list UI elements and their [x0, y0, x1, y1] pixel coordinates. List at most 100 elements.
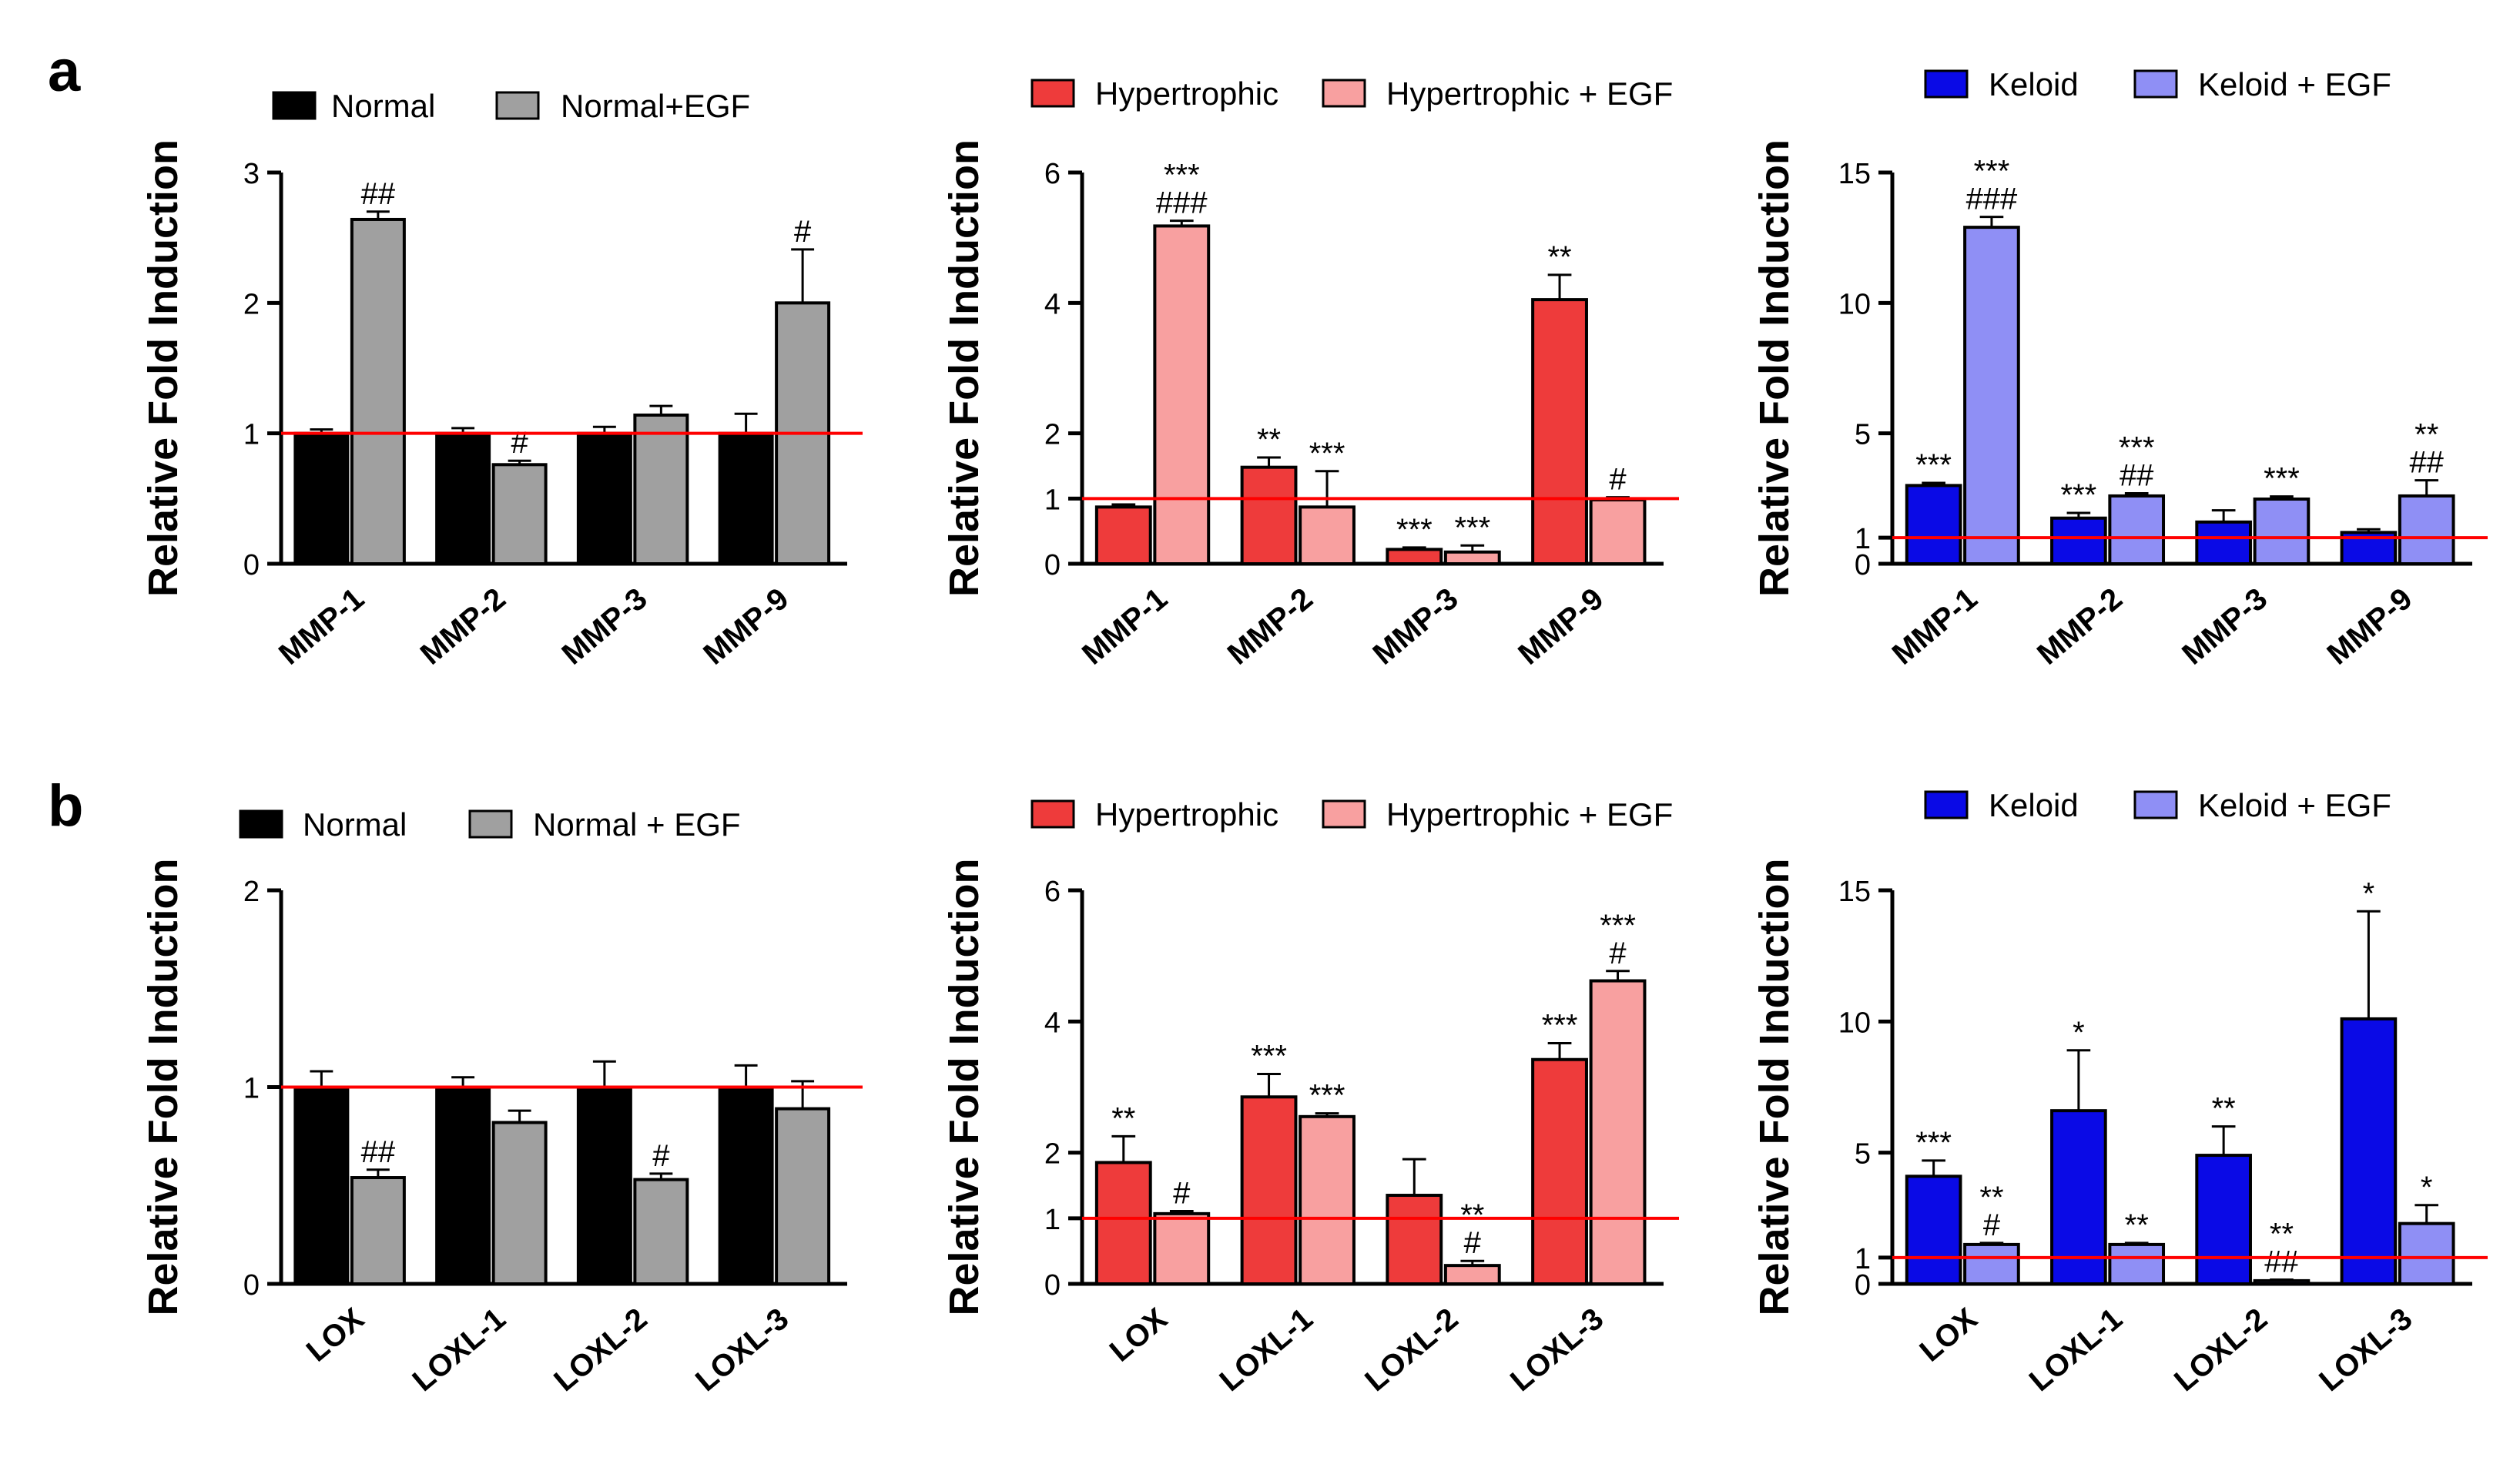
significance-label: *	[2421, 1171, 2433, 1205]
significance-label: **	[1547, 240, 1571, 274]
legend-label: Hypertrophic	[1095, 796, 1278, 833]
legend-label: Normal	[303, 806, 407, 843]
bar	[2253, 1278, 2311, 1285]
bar	[2108, 494, 2166, 565]
y-tick-label: 1	[243, 419, 260, 451]
y-tick-label: 0	[243, 1269, 260, 1302]
y-tick-label: 0	[243, 549, 260, 581]
significance-label: ###	[1966, 183, 2018, 216]
legend-swatch	[495, 91, 540, 120]
y-axis-title: Relative Fold Induction	[941, 139, 987, 597]
significance-label: ***	[1309, 437, 1345, 471]
chart-a-keloid: Relative Fold Induction 0151015******###M…	[1751, 66, 2488, 672]
bar	[1299, 505, 1356, 566]
significance-label: ***	[1915, 1126, 1952, 1160]
significance-label: ***	[1251, 1039, 1287, 1073]
bar	[2253, 498, 2311, 566]
significance-label: ***	[1600, 909, 1636, 943]
bar	[1094, 505, 1152, 566]
bar	[435, 1085, 491, 1285]
legend-label: Hypertrophic + EGF	[1386, 796, 1673, 833]
x-tick-label: MMP-9	[1512, 581, 1610, 672]
chart-a-normal: Relative Fold Induction 0 1 2 3 ## MMP-1 # MMP-2…	[140, 88, 863, 672]
significance-label: #	[1173, 1176, 1191, 1210]
significance-label: *	[2363, 876, 2375, 910]
x-tick-label: MMP-1	[1886, 581, 1984, 672]
legend-swatch	[1924, 69, 1969, 99]
legend-swatch	[1924, 790, 1969, 819]
significance-label: #	[1609, 463, 1627, 497]
bar	[491, 1121, 548, 1285]
bar	[633, 413, 689, 566]
bar	[1386, 1194, 1443, 1286]
y-axis-title: Relative Fold Induction	[140, 139, 186, 597]
bar	[1589, 979, 1647, 1286]
bar	[2398, 1221, 2455, 1285]
bar	[1299, 1114, 1356, 1285]
x-tick-label: MMP-9	[2321, 581, 2418, 672]
y-tick-label: 10	[1838, 288, 1871, 320]
y-tick-label: 3	[243, 158, 260, 190]
significance-label: ***	[1164, 159, 1200, 193]
bar	[2340, 1017, 2398, 1285]
bar	[576, 1085, 632, 1285]
significance-label: **	[1257, 423, 1281, 457]
x-tick-label: LOXL-2	[548, 1302, 653, 1398]
bar	[1531, 1057, 1588, 1285]
significance-label: ##	[361, 1135, 396, 1169]
bar	[1905, 1174, 1962, 1285]
bar	[1963, 1242, 2020, 1286]
y-tick-label: 2	[243, 288, 260, 320]
y-tick-label: 2	[1044, 419, 1061, 451]
y-tick-label: 0	[1044, 1269, 1061, 1302]
significance-label: #	[1464, 1226, 1482, 1260]
bar	[1153, 1211, 1211, 1286]
y-tick-label: 5	[1855, 419, 1871, 451]
x-tick-label: MMP-3	[2176, 581, 2274, 672]
significance-label: **	[2212, 1092, 2236, 1126]
significance-label: ***	[1542, 1008, 1578, 1042]
y-tick-label: 0	[1855, 1269, 1871, 1302]
panel-label-a: a	[48, 39, 81, 104]
significance-label: ***	[2264, 462, 2300, 496]
x-tick-label: MMP-3	[556, 581, 654, 672]
x-tick-label: MMP-3	[1367, 581, 1465, 672]
x-tick-label: LOXL-1	[2023, 1302, 2129, 1398]
bar	[491, 463, 548, 565]
significance-label: ***	[2061, 478, 2097, 512]
significance-label: #	[1609, 937, 1627, 970]
bar	[1443, 550, 1501, 566]
x-tick-label: LOXL-1	[1214, 1302, 1319, 1398]
significance-label: ***	[1396, 513, 1433, 547]
x-tick-label: MMP-2	[1221, 581, 1319, 672]
y-tick-label: 10	[1838, 1007, 1871, 1039]
y-tick-label: 4	[1044, 288, 1061, 320]
x-tick-label: LOXL-2	[1359, 1302, 1464, 1398]
legend-swatch	[2133, 790, 2178, 819]
significance-label: ###	[1156, 186, 1208, 220]
x-tick-label: LOXL-2	[2168, 1302, 2274, 1398]
y-tick-label: 15	[1838, 876, 1871, 908]
significance-label: **	[1460, 1198, 1484, 1232]
y-tick-label: 1	[243, 1073, 260, 1105]
y-tick-label: 5	[1855, 1138, 1871, 1171]
y-axis-title: Relative Fold Induction	[941, 858, 987, 1315]
x-tick-label: LOXL-3	[689, 1302, 795, 1398]
y-tick-label: 1	[1044, 1204, 1061, 1236]
bar	[1589, 498, 1647, 566]
legend-swatch	[1030, 799, 1075, 829]
bar	[718, 431, 774, 566]
bar	[2398, 494, 2455, 565]
significance-label: ***	[1974, 155, 2010, 189]
x-tick-label: LOXL-1	[407, 1302, 512, 1398]
x-tick-label: MMP-2	[414, 581, 512, 672]
bar	[1443, 1264, 1501, 1285]
significance-label: **	[1979, 1181, 2003, 1215]
legend-label: Normal	[331, 88, 435, 124]
bar	[350, 217, 406, 565]
legend-label: Hypertrophic	[1095, 75, 1278, 112]
bar	[293, 431, 350, 566]
significance-label: ***	[1915, 448, 1952, 482]
